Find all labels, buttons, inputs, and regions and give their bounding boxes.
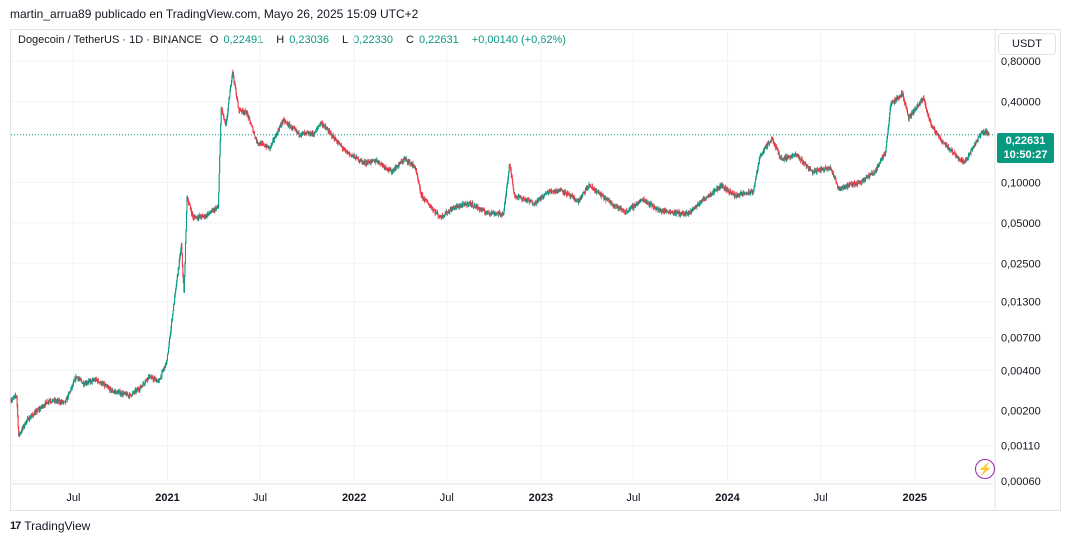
tv-logo-icon: 17 (10, 520, 21, 532)
bar-countdown: 10:50:27 (1003, 149, 1048, 161)
low-value: 0,22330 (353, 34, 393, 46)
open-label: O (209, 34, 219, 46)
last-price-tag: 0,22631 10:50:27 (997, 133, 1054, 163)
change-value: +0,00140 (+0,62%) (471, 34, 566, 46)
publish-info: martin_arrua89 publicado en TradingView.… (10, 7, 419, 21)
symbol-title[interactable]: Dogecoin / TetherUS · 1D · BINANCE (18, 34, 202, 46)
currency-button[interactable]: USDT (998, 33, 1056, 55)
open-value: 0,22491 (223, 34, 264, 46)
high-value: 0,23036 (289, 34, 329, 46)
lightning-icon[interactable]: ⚡ (975, 459, 995, 479)
high-label: H (276, 34, 285, 46)
last-price-value: 0,22631 (1005, 135, 1046, 147)
close-value: 0,22631 (418, 34, 459, 46)
low-label: L (342, 34, 349, 46)
symbol-legend: Dogecoin / TetherUS · 1D · BINANCE O 0,22… (18, 34, 571, 46)
chart-frame (10, 29, 1061, 511)
tradingview-logo[interactable]: 17 TradingView (10, 519, 90, 533)
logo-text: TradingView (24, 519, 91, 533)
close-label: C (406, 34, 414, 46)
